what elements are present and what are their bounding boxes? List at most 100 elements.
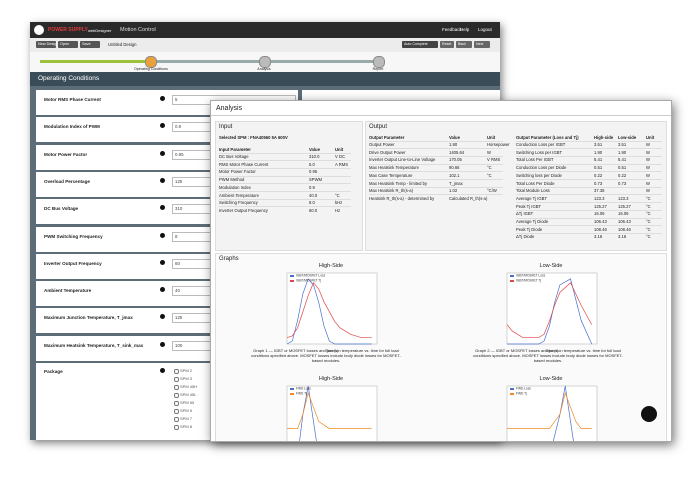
table-cell: W — [646, 172, 650, 178]
table-cell: 108.46 — [594, 226, 607, 232]
radio[interactable] — [174, 425, 179, 430]
table-row — [219, 198, 351, 200]
radio-label[interactable]: SPM 45L — [180, 392, 197, 397]
help-icon[interactable] — [160, 368, 165, 373]
help-icon[interactable] — [160, 259, 165, 265]
table-cell: DC Bus Voltage — [219, 154, 249, 159]
header-link[interactable]: Feedback — [442, 27, 462, 32]
table-cell: Hz — [335, 207, 341, 213]
action-button[interactable] — [402, 41, 438, 48]
toolbar-button-label[interactable]: Save — [82, 42, 91, 46]
field-label: Ambient Temperature — [44, 288, 92, 294]
help-icon[interactable] — [160, 314, 165, 320]
table-cell: 3.51 — [618, 142, 627, 147]
field-value[interactable]: 125 — [175, 315, 183, 321]
field-label: Modulation Index of PWM — [44, 124, 100, 130]
radio[interactable] — [174, 385, 179, 390]
radio-label[interactable]: SPM 45H — [180, 384, 198, 389]
table-row — [369, 140, 503, 141]
help-icon[interactable] — [160, 177, 165, 183]
field-value[interactable]: 125 — [175, 178, 183, 184]
radio[interactable] — [174, 377, 179, 382]
help-icon[interactable] — [160, 205, 165, 211]
action-button-label[interactable]: Back — [458, 42, 466, 46]
action-button-label[interactable]: Reset — [442, 42, 452, 46]
scroll-top-button[interactable] — [641, 406, 657, 422]
field-value[interactable]: 60 — [175, 260, 180, 266]
legend-swatch — [510, 280, 514, 282]
radio-label[interactable]: SPM 7 — [180, 416, 193, 421]
legend-label: FWD Loss — [516, 387, 531, 391]
series-line — [286, 282, 372, 338]
action-button[interactable] — [440, 41, 454, 48]
header-link[interactable]: Help — [460, 27, 470, 32]
radio-label[interactable]: SPM 5 — [180, 408, 193, 413]
legend-label: IGBT/MOSFET Tj — [296, 279, 321, 283]
table-row — [219, 183, 351, 184]
table-cell: SPWM — [309, 177, 323, 183]
table-cell: Total Module Loss — [516, 188, 550, 194]
radio[interactable] — [174, 417, 179, 422]
field-value[interactable]: 5 — [175, 97, 178, 102]
table-cell: 0.9 — [309, 184, 315, 190]
action-button[interactable] — [456, 41, 472, 48]
table-cell: 123.3 — [594, 195, 605, 201]
field-value[interactable]: 310 — [175, 206, 183, 212]
field-label: Motor RMS Phase Current — [44, 97, 101, 102]
help-icon[interactable] — [160, 150, 165, 156]
step-circle — [145, 56, 157, 68]
table-cell: 125.27 — [594, 203, 607, 209]
table-cell: T_jmax — [449, 180, 463, 186]
radio[interactable] — [174, 409, 179, 414]
table-cell: Peak Tj Diode — [516, 226, 543, 232]
plot-area — [286, 272, 378, 345]
radio[interactable] — [174, 393, 179, 398]
series-line — [507, 278, 593, 345]
action-button-label[interactable]: Auto Complete — [404, 42, 428, 46]
toolbar-button-label[interactable]: Open — [60, 42, 70, 46]
radio-label[interactable]: SPM 2 — [180, 368, 193, 373]
table-cell: 0.73 — [594, 180, 603, 186]
table-cell: Heatsink R_th(s-a) - determined by — [369, 195, 435, 201]
help-icon[interactable] — [160, 232, 165, 238]
field-value[interactable]: 8 — [175, 233, 178, 239]
table-header: Output Parameter — [369, 135, 405, 140]
table-row — [369, 171, 503, 172]
table-cell: Average Tj Diode — [516, 219, 549, 224]
field-value[interactable]: 40 — [175, 288, 180, 294]
table-header: Unit — [646, 135, 655, 140]
help-icon[interactable] — [160, 96, 165, 101]
field-value[interactable]: 100 — [175, 342, 183, 348]
header-link[interactable]: Logout — [478, 27, 492, 32]
help-icon[interactable] — [160, 287, 165, 293]
table-cell: Average Tj IGBT — [516, 195, 548, 201]
radio-label[interactable]: SPM 8 — [180, 424, 193, 429]
legend-swatch — [290, 393, 294, 395]
legend-label: FWD Loss — [296, 387, 311, 391]
action-button[interactable] — [474, 41, 490, 48]
help-icon[interactable] — [160, 341, 165, 347]
toolbar-button[interactable] — [80, 41, 100, 48]
table-cell: °C — [487, 172, 492, 178]
table-row — [516, 163, 662, 165]
toolbar-button[interactable] — [58, 41, 78, 48]
table-cell: 1.90 — [449, 142, 458, 147]
field-label: Motor Power Factor — [44, 151, 88, 157]
toolbar-button-label[interactable]: New Design — [38, 42, 59, 46]
table-row — [219, 175, 351, 177]
field-value[interactable]: 0.95 — [175, 151, 184, 157]
radio[interactable] — [174, 369, 179, 374]
table-header: Input Parameter — [219, 147, 251, 152]
field-value[interactable]: 0.9 — [175, 124, 182, 130]
help-icon[interactable] — [160, 123, 165, 129]
radio-label[interactable]: SPM 55 — [180, 400, 195, 405]
table-cell: W — [646, 188, 650, 194]
table-cell: Switching Frequency — [219, 200, 258, 206]
radio-label[interactable]: SPM 3 — [180, 376, 193, 381]
action-button-label[interactable]: Next — [476, 42, 484, 46]
progress-done — [40, 60, 150, 63]
radio[interactable] — [174, 401, 179, 406]
table-cell: 5.41 — [618, 157, 627, 163]
legend-swatch — [290, 388, 294, 390]
toolbar-button[interactable] — [36, 41, 56, 48]
